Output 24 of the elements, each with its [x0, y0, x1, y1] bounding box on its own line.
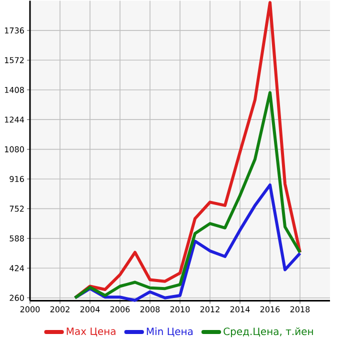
- x-tick-label: 2002: [50, 306, 70, 313]
- x-tick-label: 2008: [140, 306, 160, 313]
- y-tick-label: 1736: [4, 28, 24, 34]
- y-tick-label: 1572: [4, 57, 24, 64]
- y-tick-label: 424: [10, 265, 24, 272]
- legend-label: Max Цена: [66, 328, 116, 337]
- line-series: [74, 91, 302, 300]
- legend-label: Сред.Цена, т.йен: [224, 328, 313, 338]
- x-tick-label: 2006: [110, 306, 130, 313]
- x-tick-label: 2000: [20, 306, 40, 313]
- x-tick-label: 2014: [230, 306, 250, 313]
- x-tick-label: 2010: [170, 306, 190, 313]
- y-tick-label: 916: [10, 176, 24, 182]
- legend-label: Min Цена: [146, 328, 193, 337]
- y-tick-label: 752: [10, 206, 24, 212]
- x-tick-label: 2018: [290, 306, 310, 313]
- x-tick-label: 2004: [80, 306, 100, 313]
- y-tick-label: 1244: [4, 116, 24, 123]
- x-tick-label: 2012: [200, 306, 220, 313]
- x-tick-label: 2016: [260, 306, 280, 313]
- y-tick-label: 588: [10, 236, 24, 242]
- y-tick-label: 1080: [4, 146, 24, 153]
- y-tick-label: 1408: [4, 87, 24, 94]
- y-tick-label: 260: [10, 295, 24, 302]
